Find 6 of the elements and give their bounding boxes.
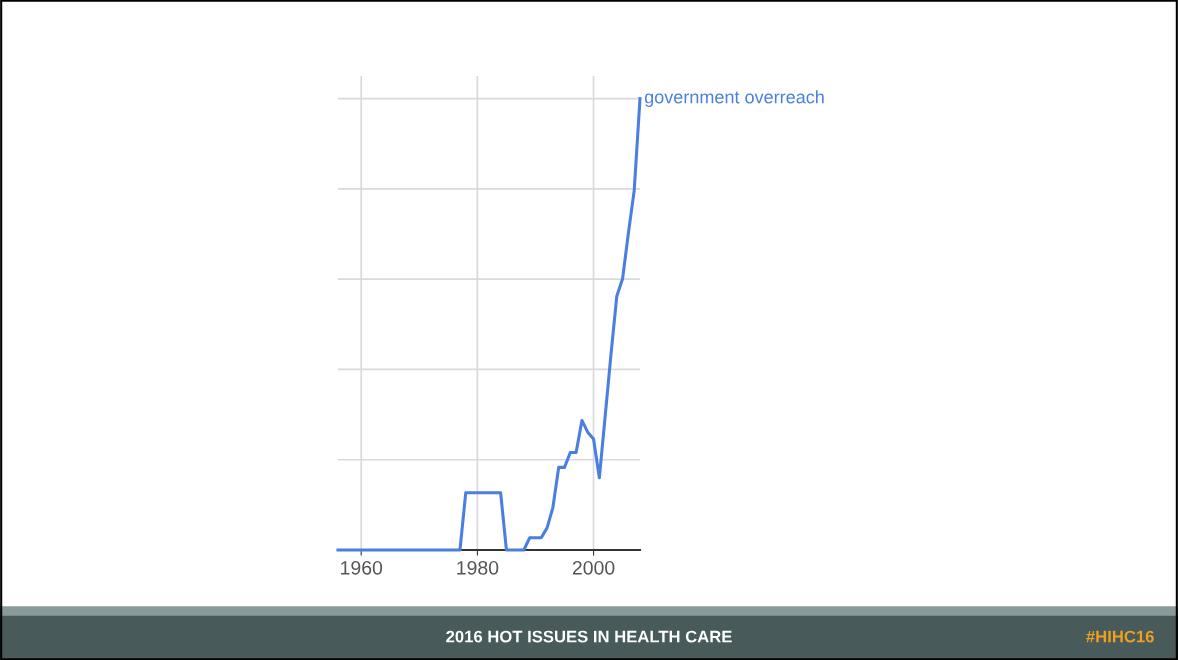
x-tick-label: 2000 <box>572 560 615 575</box>
text: 2016 HOT ISSUES IN HEALTH CARE <box>446 630 732 643</box>
x-tick-label: 1980 <box>457 560 499 575</box>
series-label: government overreach <box>644 90 824 107</box>
text: #HIHC16 <box>1086 630 1154 643</box>
x-tick-label: 1960 <box>341 560 383 575</box>
